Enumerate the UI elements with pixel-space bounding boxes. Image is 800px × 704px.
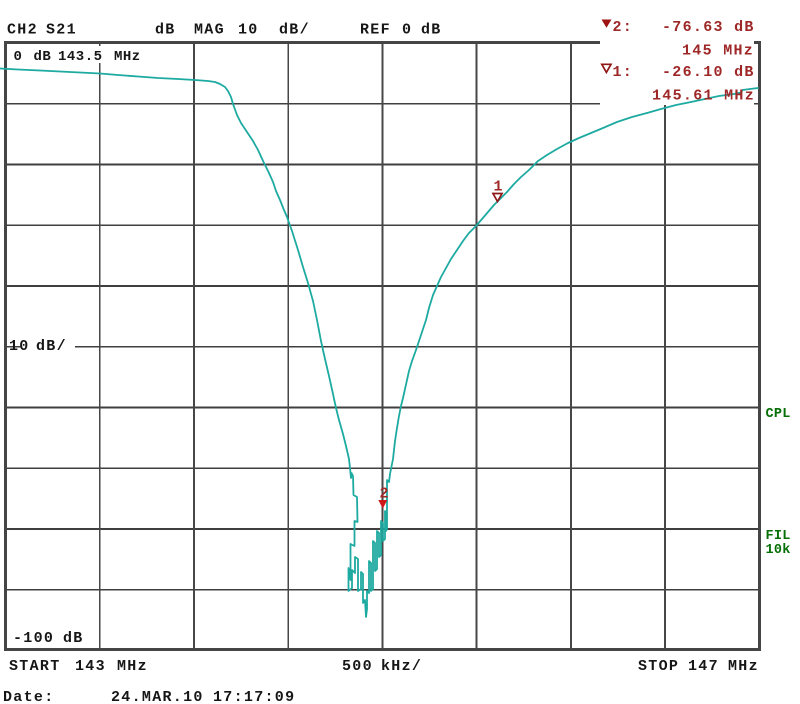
- svg-text:500: 500: [342, 658, 373, 675]
- svg-text:dB: dB: [421, 22, 442, 39]
- svg-text:24.MAR.10: 24.MAR.10: [111, 689, 204, 704]
- svg-text:10k: 10k: [766, 543, 791, 558]
- svg-text:17:17:09: 17:17:09: [213, 689, 295, 704]
- svg-text:2: 2: [380, 486, 390, 503]
- svg-text:1:: 1:: [613, 64, 634, 81]
- svg-text:FIL: FIL: [766, 529, 791, 544]
- svg-text:147: 147: [688, 658, 719, 675]
- svg-text:CH2: CH2: [7, 22, 38, 39]
- svg-text:10: 10: [9, 338, 30, 355]
- svg-text:-100: -100: [13, 630, 54, 647]
- svg-text:Date:: Date:: [3, 689, 55, 704]
- svg-text:145.61 MHz: 145.61 MHz: [652, 88, 755, 105]
- svg-text:kHz/: kHz/: [381, 658, 422, 675]
- svg-text:-76.63 dB: -76.63 dB: [662, 19, 755, 36]
- svg-text:MHz: MHz: [117, 658, 148, 675]
- svg-text:143: 143: [75, 658, 106, 675]
- svg-text:dB: dB: [155, 22, 176, 39]
- svg-text:MAG: MAG: [194, 22, 225, 39]
- svg-text:10: 10: [238, 22, 259, 39]
- svg-text:dB/: dB/: [279, 22, 310, 39]
- svg-text:-26.10 dB: -26.10 dB: [662, 64, 755, 81]
- svg-text:REF: REF: [360, 22, 391, 39]
- svg-text:dB/: dB/: [36, 338, 67, 355]
- svg-text:STOP: STOP: [638, 658, 679, 675]
- svg-text:0: 0: [402, 22, 412, 39]
- svg-text:145 MHz: 145 MHz: [682, 43, 754, 60]
- svg-text:143.5: 143.5: [58, 49, 103, 65]
- svg-text:dB: dB: [34, 49, 52, 65]
- svg-text:MHz: MHz: [728, 658, 759, 675]
- svg-text:MHz: MHz: [114, 49, 141, 65]
- svg-text:dB: dB: [63, 630, 84, 647]
- svg-text:S21: S21: [46, 22, 77, 39]
- svg-text:START: START: [9, 658, 61, 675]
- svg-text:1: 1: [494, 179, 504, 196]
- svg-text:2:: 2:: [613, 19, 634, 36]
- svg-text:0: 0: [14, 49, 23, 65]
- svg-text:CPL: CPL: [766, 407, 791, 422]
